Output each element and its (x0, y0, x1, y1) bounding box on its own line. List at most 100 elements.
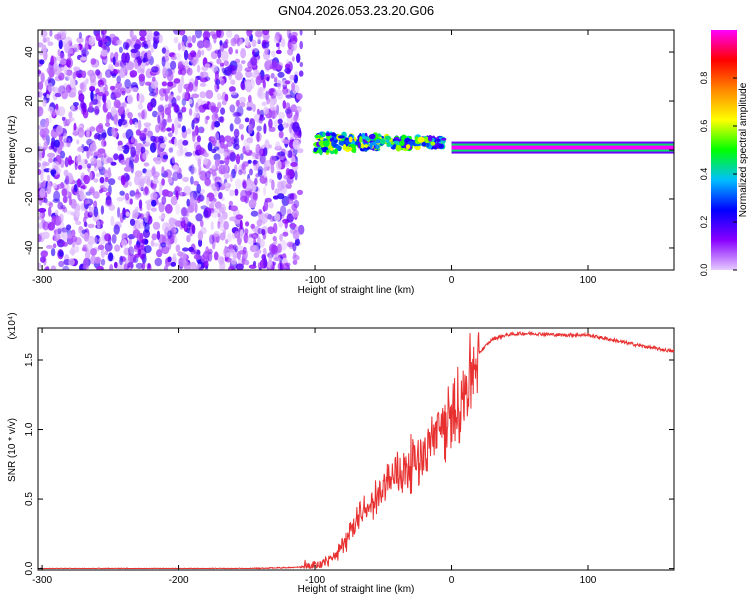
spectrogram-cell (122, 214, 126, 220)
spectrogram-cell (263, 200, 269, 212)
spectrogram-cell (105, 199, 113, 207)
spectrogram-cell (111, 126, 116, 137)
spectrogram-cell (240, 134, 244, 141)
spectrogram-cell (68, 258, 75, 266)
spectrogram-cell (219, 62, 225, 67)
spectrogram-cell (171, 123, 175, 134)
spectrogram-cell (230, 91, 238, 96)
spectrogram-cell (230, 65, 237, 75)
spectrogram-cell (95, 173, 101, 177)
spectrogram-cell (174, 137, 178, 147)
spectrogram-cell (81, 184, 87, 190)
spectrogram-cell (161, 178, 166, 186)
spectrogram-cell (74, 245, 80, 253)
spectrogram-cell (239, 219, 243, 230)
spectrogram-cell (132, 209, 139, 220)
spectrogram-cell (117, 207, 121, 218)
spectrogram-cell (173, 30, 181, 35)
spectrogram-cell (63, 169, 69, 177)
spectrogram-cell (171, 156, 175, 164)
spectrogram-cell (161, 56, 166, 67)
spectrogram-cell (256, 249, 262, 254)
spectrogram-cell (264, 212, 271, 219)
spectrogram-cell (281, 262, 290, 270)
spectrogram-cell (359, 136, 363, 143)
spectrogram-cell (172, 164, 179, 172)
spectrogram-cell (92, 191, 100, 199)
spectrogram-cell (149, 91, 157, 97)
spectrogram-cell (97, 244, 105, 251)
spectrogram-cell (94, 236, 98, 245)
spectrogram-cell (175, 244, 181, 253)
spectrogram-cell (263, 186, 267, 196)
spectrogram-cell (52, 243, 57, 249)
spectrogram-cell (270, 50, 276, 58)
spectrogram-cell (116, 75, 121, 84)
spectrogram-cell (276, 42, 280, 48)
spectrogram-cell (93, 134, 99, 140)
spectrogram-cell (245, 36, 249, 47)
spectrogram-cell (287, 48, 294, 56)
spectrogram-cell (90, 90, 94, 102)
spectrogram-cell (100, 187, 108, 192)
spectrogram-cell (128, 246, 134, 256)
spectrogram-cell (342, 144, 347, 151)
spectrogram-cell (170, 55, 177, 61)
spectrogram-cell (337, 135, 345, 139)
spectrogram-cell (219, 232, 226, 241)
spectrogram-cell (235, 178, 242, 189)
spectrogram-cell (48, 202, 54, 208)
spectrogram-cell (66, 210, 73, 215)
spectrogram-cell (176, 95, 181, 101)
spectrogram-layer (38, 30, 674, 270)
spectrogram-cell (158, 187, 163, 196)
spectrogram-cell (213, 37, 217, 44)
spectrogram-cell (52, 198, 61, 203)
spectrogram-cell (266, 76, 270, 82)
spectrogram-cell (110, 215, 115, 227)
spectrogram-cell (48, 78, 56, 87)
spectrogram-cell (47, 174, 51, 182)
spectrogram-cell (241, 60, 246, 65)
spectrogram-cell (115, 88, 123, 95)
spectrogram-cell (177, 42, 182, 51)
spectrogram-cell (146, 50, 152, 60)
spectrogram-cell (63, 64, 68, 75)
spectrogram-cell (99, 176, 105, 184)
figure-title: GN04.2026.053.23.20.G06 (278, 3, 434, 18)
spectrogram-cell (221, 50, 229, 62)
y-tick-label: 1.0 (24, 422, 35, 436)
spectrogram-cell (331, 140, 335, 147)
snr-x-label: Height of straight line (km) (298, 584, 415, 595)
spectrogram-cell (229, 152, 237, 162)
spectrogram-cell (214, 207, 221, 213)
spectrogram-cell (177, 251, 184, 257)
spectrogram-cell (293, 130, 300, 139)
colorbar: 0.0 0.2 0.4 0.6 0.8 Normalized spectral ampl… (699, 30, 749, 276)
spectrogram-cell (350, 143, 355, 148)
spectrogram-cell (120, 159, 127, 165)
spectrogram-cell (116, 196, 124, 202)
spectrogram-cell (179, 216, 185, 222)
spectrogram-cell (224, 39, 229, 45)
spectrogram-cell (100, 30, 107, 36)
spectrogram-cell (225, 182, 229, 187)
spectrogram-cell (252, 159, 258, 165)
spectrogram-cell (136, 218, 144, 225)
spectrogram-cell (89, 85, 96, 92)
spectrogram-cell (56, 31, 62, 42)
spectrogram-cell (245, 221, 250, 227)
spectrogram-cell (279, 154, 287, 163)
spectrogram-cell (285, 94, 293, 99)
spectrogram-cell (122, 65, 128, 73)
spectrogram-cell (150, 207, 157, 212)
spectrogram-cell (135, 129, 141, 136)
spectrogram-cell (205, 89, 214, 99)
spectrogram-cell (128, 237, 132, 246)
y-tick-label: 40 (24, 46, 35, 58)
spectrogram-cell (247, 124, 253, 135)
spectrogram-cell (101, 132, 107, 139)
spectrogram-cell (123, 263, 128, 270)
spectrogram-cell (79, 82, 85, 90)
spectrogram-cell (90, 71, 94, 78)
